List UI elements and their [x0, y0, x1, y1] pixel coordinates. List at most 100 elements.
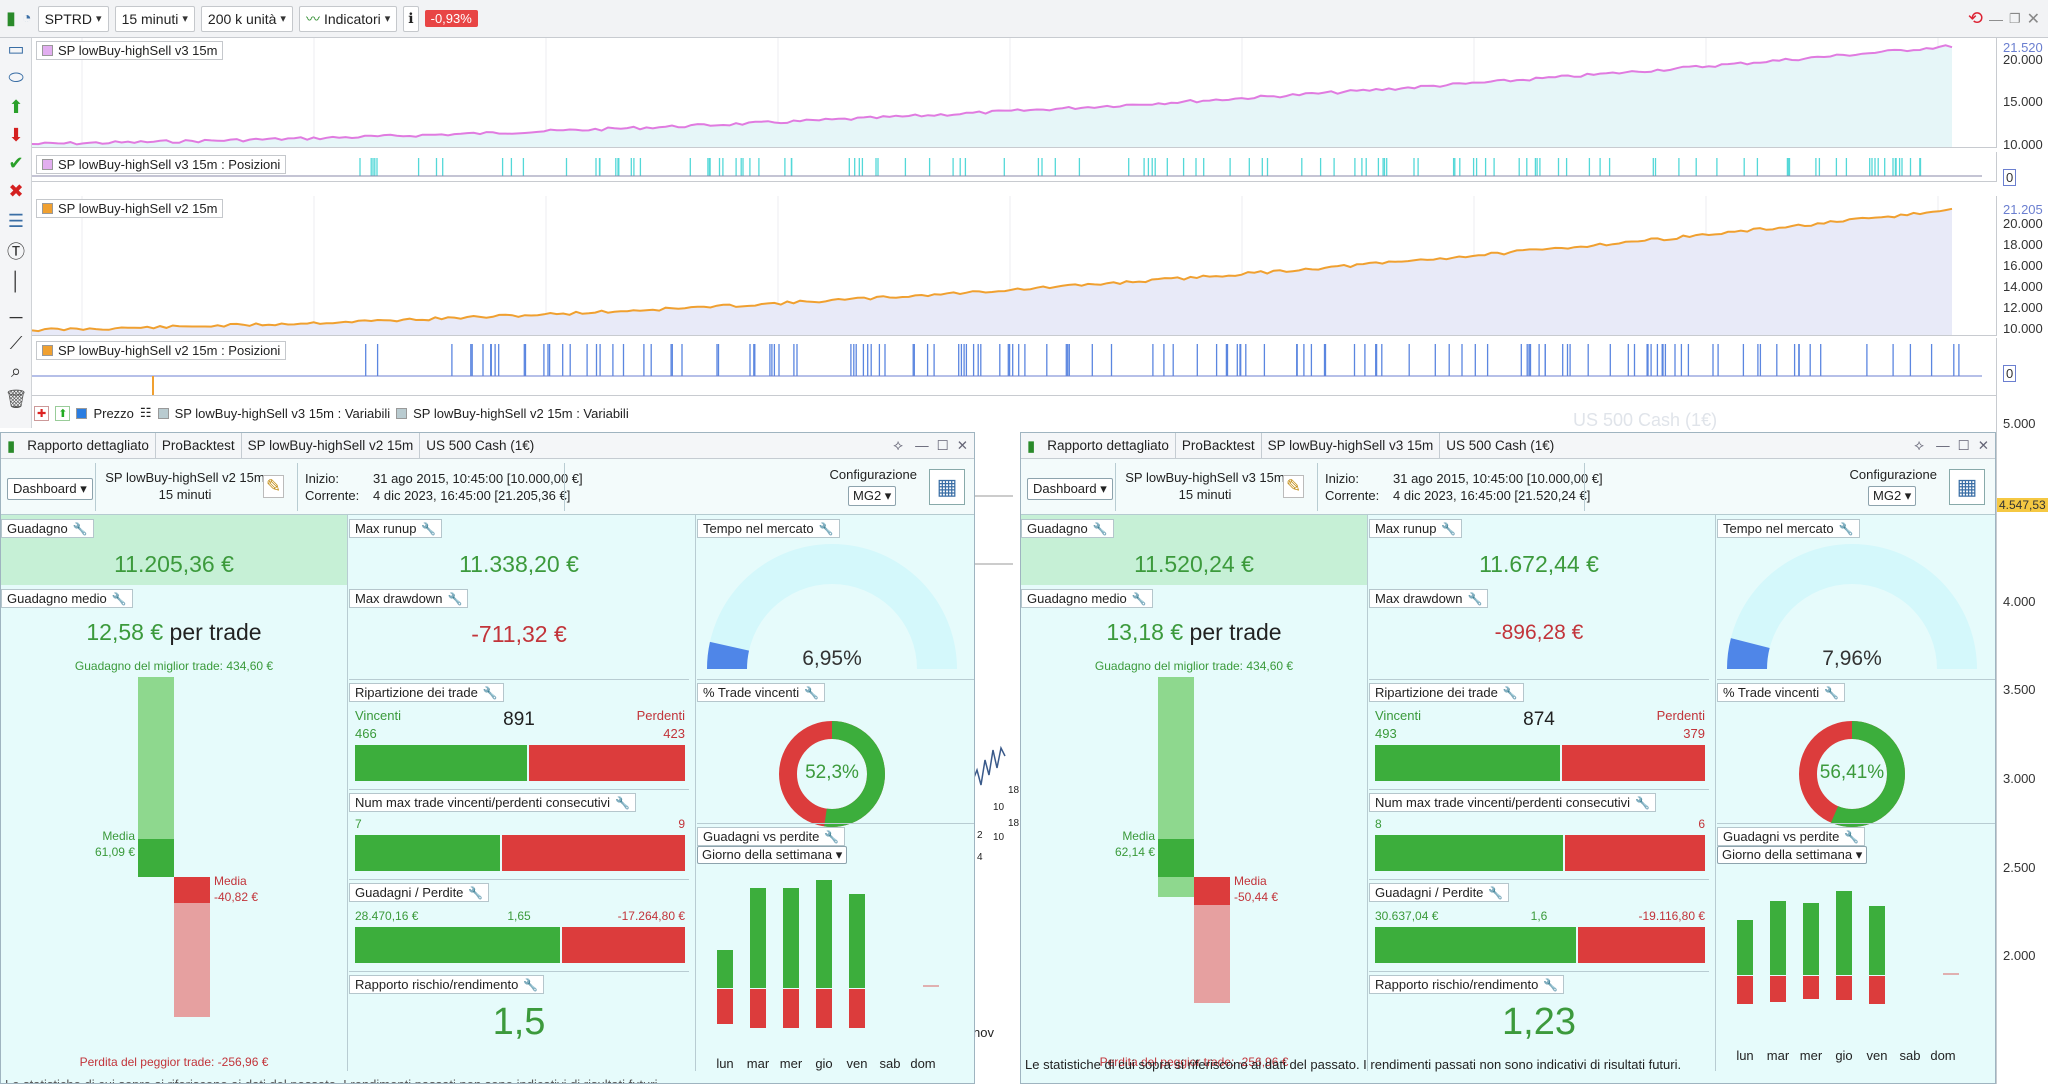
list-icon[interactable]: ☷: [139, 405, 152, 420]
section-guadagni-perdite[interactable]: Guadagni / Perdite 🔧: [349, 883, 490, 902]
tab-rapporto[interactable]: Rapporto dettagliato: [1041, 433, 1176, 459]
section-rischio-rendimento[interactable]: Rapporto rischio/rendimento 🔧: [349, 975, 545, 994]
tab-rapporto[interactable]: Rapporto dettagliato: [21, 433, 156, 459]
section-guadagni-vs-perdite[interactable]: Guadagni vs perdite 🔧: [697, 827, 846, 846]
price-axis-main[interactable]: 5.000 4.547,53 4.000 3.500 3.000 2.500 2…: [1996, 396, 2048, 1084]
pane-label[interactable]: SP lowBuy-highSell v3 15m : Posizioni: [36, 155, 287, 174]
tab-probacktest[interactable]: ProBacktest: [1176, 433, 1262, 459]
arrow-down-icon[interactable]: ⬇: [8, 124, 24, 145]
fibonacci-icon[interactable]: ☰: [7, 210, 25, 231]
dashboard-select[interactable]: Dashboard ▾: [1027, 478, 1113, 500]
zoom-icon[interactable]: ⌕: [10, 360, 22, 381]
section-guadagni-perdite[interactable]: Guadagni / Perdite 🔧: [1369, 883, 1510, 902]
equity-pane-v3[interactable]: SP lowBuy-highSell v3 15m: [32, 38, 1996, 148]
config-select[interactable]: MG2 ▾: [848, 486, 897, 506]
wrench-icon[interactable]: 🔧: [1543, 977, 1559, 992]
dashboard-select[interactable]: Dashboard ▾: [7, 478, 93, 500]
wrench-icon[interactable]: 🔧: [1844, 829, 1860, 844]
price-axis-v2[interactable]: 21.205 20.000 18.000 16.000 14.000 12.00…: [1996, 196, 2048, 336]
section-tempo-mercato[interactable]: Tempo nel mercato 🔧: [1717, 519, 1860, 538]
config-select[interactable]: MG2 ▾: [1868, 486, 1917, 506]
report-settings-icon[interactable]: ▦: [1949, 469, 1985, 505]
horizontal-line-icon[interactable]: ─: [9, 306, 23, 327]
rectangle-tool-icon[interactable]: ▭: [7, 38, 25, 59]
wrench-icon[interactable]: 🔧: [1488, 885, 1504, 900]
minimize-icon[interactable]: —: [915, 438, 929, 453]
section-rischio-rendimento[interactable]: Rapporto rischio/rendimento 🔧: [1369, 975, 1565, 994]
report-settings-icon[interactable]: ▦: [929, 469, 965, 505]
price-axis-v3[interactable]: 21.520 20.000 15.000 10.000: [1996, 38, 2048, 152]
section-consecutivi[interactable]: Num max trade vincenti/perdenti consecut…: [349, 793, 637, 812]
positions-pane-v3[interactable]: SP lowBuy-highSell v3 15m : Posizioni: [32, 152, 1996, 182]
add-icon[interactable]: ✚: [34, 405, 50, 421]
close-icon[interactable]: ✕: [956, 437, 968, 453]
tab-system[interactable]: SP lowBuy-highSell v3 15m: [1262, 433, 1441, 459]
legend-prezzo[interactable]: Prezzo: [93, 405, 134, 421]
maximize-icon[interactable]: ☐: [936, 437, 949, 453]
share-icon[interactable]: ⟡: [1914, 437, 1925, 454]
info-button[interactable]: ℹ: [403, 5, 419, 32]
check-icon[interactable]: ✔: [8, 152, 24, 173]
section-pct-vincenti[interactable]: % Trade vincenti 🔧: [697, 683, 826, 702]
section-ripartizione[interactable]: Ripartizione dei trade 🔧: [349, 683, 504, 702]
symbol-select[interactable]: SPTRD ▾: [37, 5, 109, 32]
candlestick-icon[interactable]: ▮: [6, 8, 16, 28]
section-guadagno[interactable]: Guadagno 🔧: [1, 519, 94, 538]
minimize-icon[interactable]: —: [1988, 10, 2003, 27]
wrench-icon[interactable]: 🔧: [824, 829, 840, 844]
positions-pane-v2[interactable]: SP lowBuy-highSell v2 15m : Posizioni: [32, 338, 1996, 396]
wrench-icon[interactable]: 🔧: [804, 685, 820, 700]
text-tool-icon[interactable]: Ⓣ: [7, 242, 25, 262]
close-icon[interactable]: ✕: [1977, 437, 1989, 453]
wrench-icon[interactable]: 🔧: [1131, 591, 1147, 606]
section-guadagno-medio[interactable]: Guadagno medio 🔧: [1021, 589, 1153, 608]
section-guadagni-vs-perdite[interactable]: Guadagni vs perdite 🔧: [1717, 827, 1866, 846]
legend-variables-v2[interactable]: SP lowBuy-highSell v2 15m : Variabili: [413, 405, 629, 421]
section-pct-vincenti[interactable]: % Trade vincenti 🔧: [1717, 683, 1846, 702]
maximize-icon[interactable]: ☐: [1957, 437, 1970, 453]
wrench-icon[interactable]: 🔧: [1824, 685, 1840, 700]
pane-label[interactable]: SP lowBuy-highSell v3 15m: [36, 41, 224, 60]
pane-label[interactable]: SP lowBuy-highSell v2 15m : Posizioni: [36, 341, 287, 360]
wrench-icon[interactable]: 🔧: [72, 521, 88, 536]
section-guadagno-medio[interactable]: Guadagno medio 🔧: [1, 589, 133, 608]
wrench-icon[interactable]: 🔧: [1092, 521, 1108, 536]
trash-icon[interactable]: 🗑: [4, 388, 28, 409]
weekday-select[interactable]: Giorno della settimana ▾: [697, 846, 848, 864]
wrench-icon[interactable]: 🔧: [1838, 521, 1854, 536]
instrument-icon[interactable]: ◔: [21, 9, 32, 27]
minimize-icon[interactable]: —: [1936, 438, 1950, 453]
tab-probacktest[interactable]: ProBacktest: [156, 433, 242, 459]
vertical-line-icon[interactable]: │: [10, 270, 22, 291]
section-guadagno[interactable]: Guadagno 🔧: [1021, 519, 1114, 538]
arrow-up-icon[interactable]: ⬆: [8, 96, 24, 117]
wrench-icon[interactable]: 🔧: [421, 521, 437, 536]
section-max-runup[interactable]: Max runup 🔧: [349, 519, 443, 538]
section-max-drawdown[interactable]: Max drawdown 🔧: [1369, 589, 1489, 608]
wrench-icon[interactable]: 🔧: [1502, 685, 1518, 700]
section-max-runup[interactable]: Max runup 🔧: [1369, 519, 1463, 538]
cross-icon[interactable]: ✖: [8, 180, 24, 201]
section-max-drawdown[interactable]: Max drawdown 🔧: [349, 589, 469, 608]
indicators-button[interactable]: 〰 Indicatori ▾: [298, 5, 398, 32]
tab-system[interactable]: SP lowBuy-highSell v2 15m: [242, 433, 421, 459]
section-tempo-mercato[interactable]: Tempo nel mercato 🔧: [697, 519, 840, 538]
restore-icon[interactable]: ❐: [2008, 10, 2021, 26]
units-select[interactable]: 200 k unità ▾: [200, 5, 293, 32]
section-ripartizione[interactable]: Ripartizione dei trade 🔧: [1369, 683, 1524, 702]
legend-variables-v3[interactable]: SP lowBuy-highSell v3 15m : Variabili: [174, 405, 391, 421]
wrench-icon[interactable]: 🔧: [615, 795, 631, 810]
weekday-select[interactable]: Giorno della settimana ▾: [1717, 846, 1868, 864]
tab-instrument[interactable]: US 500 Cash (1€): [1446, 437, 1555, 453]
equity-pane-v2[interactable]: SP lowBuy-highSell v2 15m: [32, 196, 1996, 336]
wrench-icon[interactable]: 🔧: [468, 885, 484, 900]
share-icon[interactable]: ⟡: [893, 437, 904, 454]
pane-label[interactable]: SP lowBuy-highSell v2 15m: [36, 199, 224, 218]
edit-icon[interactable]: ✎: [263, 475, 285, 498]
refresh-icon[interactable]: ⟲: [1967, 8, 1983, 28]
wrench-icon[interactable]: 🔧: [482, 685, 498, 700]
wrench-icon[interactable]: 🔧: [111, 591, 127, 606]
trendline-icon[interactable]: ⟋: [9, 332, 23, 353]
timeframe-select[interactable]: 15 minuti ▾: [114, 5, 195, 32]
wrench-icon[interactable]: 🔧: [818, 521, 834, 536]
